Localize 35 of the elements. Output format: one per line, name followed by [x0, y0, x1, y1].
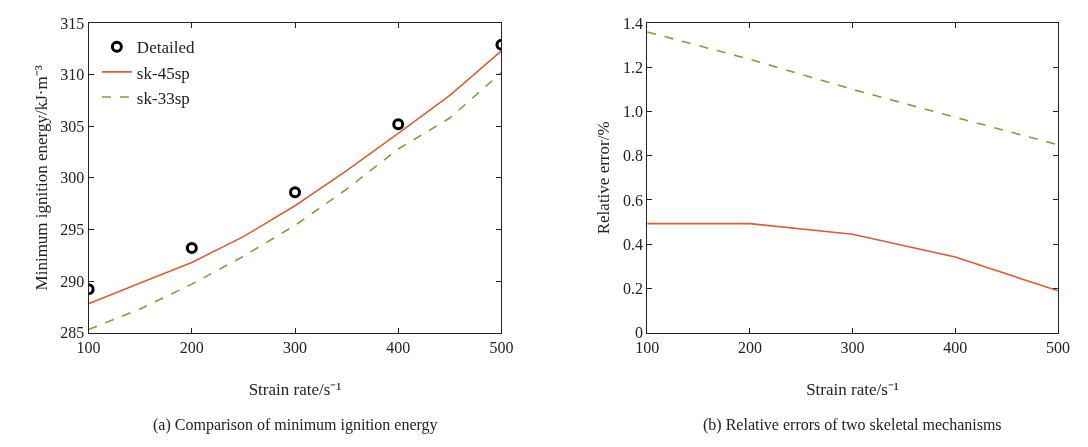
text: (b) Relative errors of two skeletal mechanisms — [703, 416, 1002, 434]
y-tick-label: 1.0 — [622, 103, 643, 121]
line-series — [647, 31, 1058, 146]
y-tick-label: 310 — [60, 66, 85, 84]
y-tick-label: 295 — [60, 221, 85, 239]
y-tick-label: 305 — [60, 117, 85, 135]
x-tick-label: 300 — [840, 338, 865, 356]
y-tick-label: 0.8 — [622, 147, 643, 165]
x-tick-label: 200 — [737, 338, 762, 356]
y-tick-label: 315 — [60, 14, 85, 32]
point — [392, 118, 405, 131]
y-axis-title: Relative error/% — [594, 121, 614, 235]
legend-label: sk-33sp — [136, 88, 190, 108]
point — [185, 242, 198, 255]
x-tick-label: 500 — [1045, 338, 1070, 356]
y-tick-label: 0.4 — [622, 235, 643, 253]
x-axis-title: Strain rate/s⁻¹ — [806, 380, 899, 400]
legend-label: sk-45sp — [136, 63, 190, 83]
text: (a) Comparison of minimum ignition energy — [153, 416, 438, 434]
x-tick-label: 300 — [283, 338, 308, 356]
y-tick-label: 300 — [60, 169, 85, 187]
x-tick-label: 500 — [489, 338, 514, 356]
y-axis-title: Minimum ignition energy/kJ·m⁻³ — [31, 65, 51, 291]
y-tick-label: 1.2 — [622, 58, 643, 76]
y-tick-label: 0.2 — [622, 280, 643, 298]
y-tick-label: 1.4 — [622, 14, 643, 32]
x-tick-label: 400 — [943, 338, 968, 356]
y-tick-label: 290 — [60, 272, 85, 290]
x-tick-label: 400 — [386, 338, 411, 356]
x-tick-label: 200 — [179, 338, 204, 356]
x-axis-title: Strain rate/s⁻¹ — [248, 380, 342, 400]
y-tick-label: 0.6 — [622, 191, 643, 209]
line-series — [647, 222, 1058, 292]
legend-label: Detailed — [136, 38, 195, 58]
point — [289, 186, 302, 199]
